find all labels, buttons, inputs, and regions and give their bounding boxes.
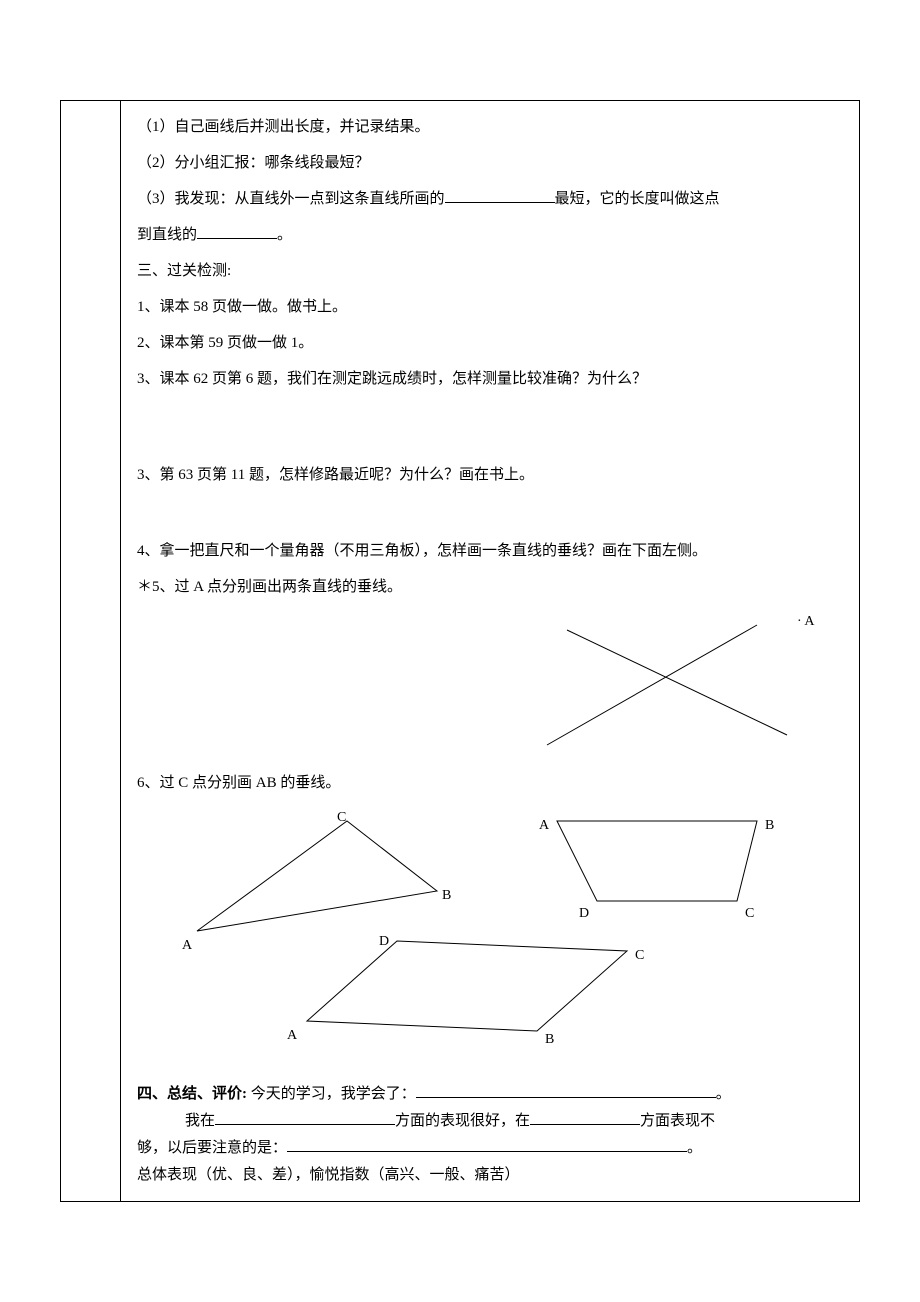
fill-blank[interactable]	[287, 1136, 687, 1153]
text: 今天的学习，我学会了：	[251, 1086, 416, 1102]
text: 够，以后要注意的是：	[137, 1140, 287, 1156]
text: 我在	[185, 1113, 215, 1129]
s3-item-4: 4、拿一把直尺和一个量角器（不用三角板），怎样画一条直线的垂线？画在下面左侧。	[137, 533, 843, 569]
content-cell: （1）自己画线后并测出长度，并记录结果。 （2）分小组汇报：哪条线段最短？ （3…	[121, 101, 860, 1202]
spacer	[137, 1041, 843, 1081]
section-4-line-3: 够，以后要注意的是： 。	[137, 1135, 843, 1162]
text: 。	[277, 227, 292, 243]
text: 。	[716, 1086, 731, 1102]
tri-label-b: B	[442, 879, 451, 913]
tri-label-a: A	[182, 929, 192, 963]
point-a-label: · A	[797, 605, 815, 639]
fill-blank[interactable]	[215, 1109, 395, 1126]
item-1-2: （2）分小组汇报：哪条线段最短？	[137, 145, 843, 181]
parallelogram-svg	[287, 931, 647, 1041]
s3-item-3b: 3、第 63 页第 11 题，怎样修路最近呢？为什么？画在书上。	[137, 457, 843, 493]
s3-item-5: ＊5、过 A 点分别画出两条直线的垂线。	[137, 569, 843, 605]
item-1-3: （3）我发现：从直线外一点到这条直线所画的 最短，它的长度叫做这点	[137, 181, 843, 217]
diagram-shapes: A B C A B C D A B C D	[137, 801, 843, 1041]
fill-blank[interactable]	[416, 1082, 716, 1099]
trap-label-c: C	[745, 897, 754, 931]
diagram-cross-lines: · A	[137, 605, 843, 765]
fill-blank[interactable]	[530, 1109, 640, 1126]
tri-label-c: C	[337, 801, 346, 835]
main-table: （1）自己画线后并测出长度，并记录结果。 （2）分小组汇报：哪条线段最短？ （3…	[60, 100, 860, 1202]
para-label-b: B	[545, 1023, 554, 1057]
text: 到直线的	[137, 227, 197, 243]
text: （3）我发现：从直线外一点到这条直线所画的	[137, 191, 445, 207]
page: （1）自己画线后并测出长度，并记录结果。 （2）分小组汇报：哪条线段最短？ （3…	[0, 100, 920, 1202]
section-4-line-2: 我在 方面的表现很好，在 方面表现不	[137, 1108, 843, 1135]
s3-item-6: 6、过 C 点分别画 AB 的垂线。	[137, 765, 843, 801]
para-label-c: C	[635, 939, 644, 973]
cross-lines-svg	[537, 605, 797, 755]
text: 方面的表现很好，在	[395, 1113, 530, 1129]
text: 。	[687, 1140, 702, 1156]
s3-item-1: 1、课本 58 页做一做。做书上。	[137, 289, 843, 325]
section-3-heading: 三、过关检测:	[137, 253, 843, 289]
s3-item-2: 2、课本第 59 页做一做 1。	[137, 325, 843, 361]
triangle-svg	[167, 811, 467, 941]
section-4-line-4: 总体表现（优、良、差），愉悦指数（高兴、一般、痛苦）	[137, 1162, 843, 1189]
section-4-line-1: 四、总结、评价: 今天的学习，我学会了： 。	[137, 1081, 843, 1108]
s3-item-3: 3、课本 62 页第 6 题，我们在测定跳远成绩时，怎样测量比较准确？为什么？	[137, 361, 843, 397]
trap-label-d: D	[579, 897, 589, 931]
para-label-d: D	[379, 925, 389, 959]
text: 方面表现不	[640, 1113, 715, 1129]
item-1-3-cont: 到直线的 。	[137, 217, 843, 253]
fill-blank[interactable]	[197, 223, 277, 240]
item-1-1: （1）自己画线后并测出长度，并记录结果。	[137, 109, 843, 145]
text: 最短，它的长度叫做这点	[555, 191, 720, 207]
section-4-heading: 四、总结、评价:	[137, 1086, 251, 1102]
para-label-a: A	[287, 1019, 297, 1053]
trap-label-a: A	[539, 809, 549, 843]
fill-blank[interactable]	[445, 187, 555, 204]
trapezoid-svg	[537, 811, 797, 921]
left-column	[61, 101, 121, 1202]
spacer	[137, 397, 843, 457]
trap-label-b: B	[765, 809, 774, 843]
spacer	[137, 493, 843, 533]
